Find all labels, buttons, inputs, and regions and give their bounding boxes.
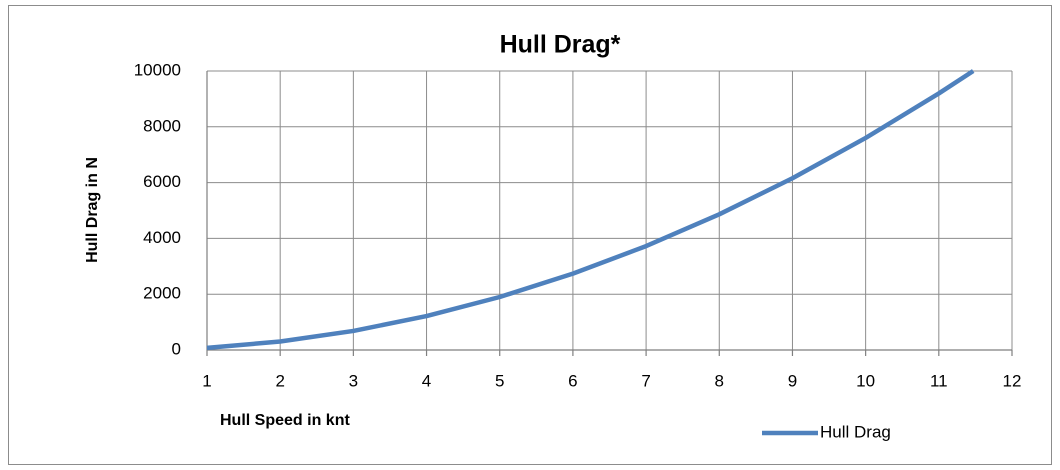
x-tick-label: 9 (788, 371, 797, 390)
x-tick-label: 2 (275, 371, 284, 390)
x-tick-label: 8 (715, 371, 724, 390)
x-tick-label: 6 (568, 371, 577, 390)
y-tick-label: 0 (172, 339, 181, 358)
y-tick-label: 8000 (143, 116, 181, 135)
x-tick-label: 10 (856, 371, 875, 390)
y-tick-label: 2000 (143, 284, 181, 303)
data-line (206, 69, 975, 351)
y-tick-label: 6000 (143, 172, 181, 191)
chart-frame (8, 5, 1052, 465)
x-tick-label: 1 (202, 371, 211, 390)
x-tick-label: 4 (422, 371, 431, 390)
x-tick-label: 12 (1003, 371, 1022, 390)
x-tick-label: 7 (641, 371, 650, 390)
legend-label: Hull Drag (820, 422, 891, 441)
y-axis-label: Hull Drag in N (84, 157, 101, 263)
x-tick-label: 5 (495, 371, 504, 390)
y-tick-label: 4000 (143, 228, 181, 247)
x-tick-label: 11 (930, 371, 948, 390)
y-tick-label: 10000 (134, 60, 181, 79)
x-tick-label: 3 (349, 371, 358, 390)
x-axis-label: Hull Speed in knt (220, 412, 350, 429)
chart-title: Hull Drag* (500, 31, 621, 59)
